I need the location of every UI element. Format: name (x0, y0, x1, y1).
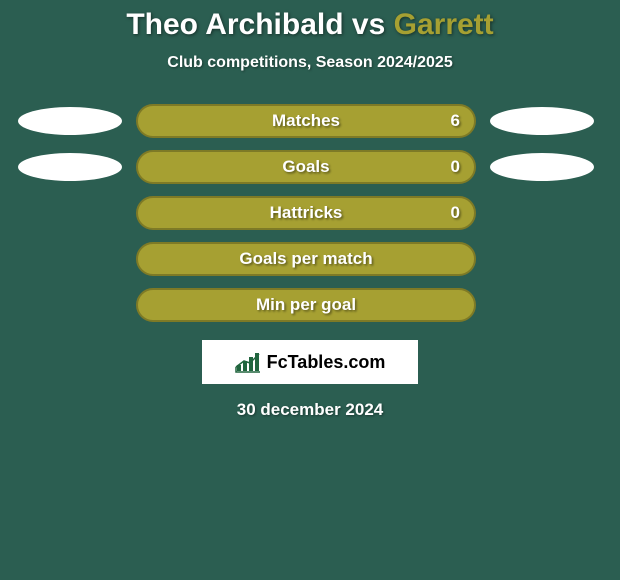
stat-row: Matches 6 (0, 104, 620, 138)
stat-label: Goals (282, 157, 329, 177)
stat-bar: Goals 0 (136, 150, 476, 184)
stat-label: Min per goal (256, 295, 356, 315)
right-marker-spacer (490, 291, 594, 319)
stat-value: 0 (451, 157, 460, 177)
right-marker-spacer (490, 199, 594, 227)
bar-chart-icon (235, 351, 261, 373)
stat-bar-wrap: Goals 0 (136, 150, 476, 184)
brand-text: FcTables.com (267, 352, 386, 373)
stat-bar: Goals per match (136, 242, 476, 276)
stat-bar: Min per goal (136, 288, 476, 322)
stat-row: Min per goal (0, 288, 620, 322)
left-marker-spacer (18, 291, 122, 319)
stat-bar-wrap: Goals per match (136, 242, 476, 276)
stat-row: Goals per match (0, 242, 620, 276)
stat-label: Goals per match (239, 249, 372, 269)
stat-row: Goals 0 (0, 150, 620, 184)
stat-bar-wrap: Min per goal (136, 288, 476, 322)
right-marker-spacer (490, 245, 594, 273)
left-marker-ellipse (18, 153, 122, 181)
title-player-left: Theo Archibald (126, 8, 343, 41)
right-marker-ellipse (490, 107, 594, 135)
title-player-right: Garrett (394, 8, 494, 41)
stat-value: 0 (451, 203, 460, 223)
page-title: Theo Archibald vs Garrett (0, 0, 620, 42)
stat-label: Matches (272, 111, 340, 131)
right-marker-ellipse (490, 153, 594, 181)
stat-bar: Matches 6 (136, 104, 476, 138)
title-connector: vs (344, 8, 394, 41)
stat-bar-wrap: Matches 6 (136, 104, 476, 138)
stat-value: 6 (451, 111, 460, 131)
stat-bar-wrap: Hattricks 0 (136, 196, 476, 230)
brand-box: FcTables.com (202, 340, 418, 384)
date-text: 30 december 2024 (0, 400, 620, 420)
left-marker-spacer (18, 199, 122, 227)
stat-rows: Matches 6 Goals 0 Hattricks 0 Goals per match M… (0, 104, 620, 322)
stat-label: Hattricks (270, 203, 343, 223)
stat-bar: Hattricks 0 (136, 196, 476, 230)
stat-row: Hattricks 0 (0, 196, 620, 230)
subtitle: Club competitions, Season 2024/2025 (0, 54, 620, 72)
left-marker-spacer (18, 245, 122, 273)
left-marker-ellipse (18, 107, 122, 135)
